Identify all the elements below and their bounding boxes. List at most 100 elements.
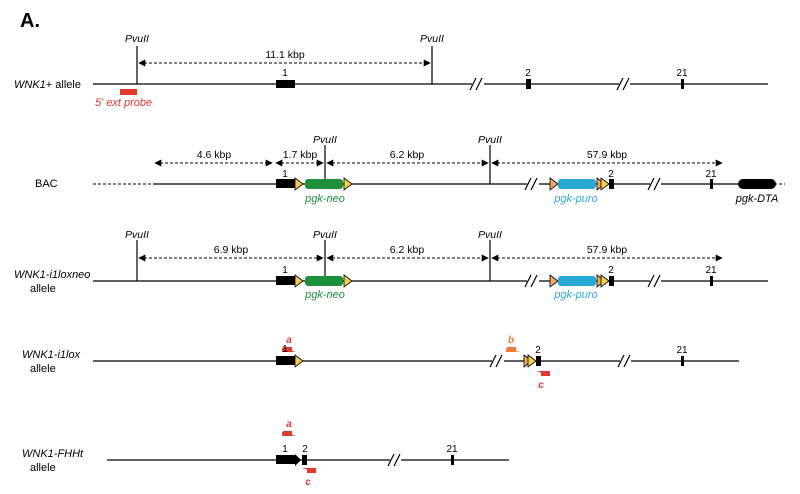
axis-break [647, 177, 661, 191]
exon-label: 2 [525, 68, 531, 79]
exon-label: 1 [282, 444, 288, 455]
row-bac-label: BAC [35, 178, 58, 190]
exon-label: 2 [608, 169, 614, 180]
primer-b: b [506, 335, 520, 352]
exon-label: 1 [282, 265, 288, 276]
exon-21 [710, 276, 713, 286]
puro-label: pgk-puro [553, 193, 597, 205]
distance-label: 11.1 kbp [265, 49, 305, 61]
exon-21 [681, 79, 684, 89]
dta-label: pgk-DTA [735, 193, 779, 205]
distance-label: 1.7 kbp [283, 149, 318, 161]
row-i1lox-label-line1: WNK1-i1lox [22, 349, 81, 361]
exon-label: 2 [608, 265, 614, 276]
primer-label: a [286, 419, 292, 430]
exon-label: 21 [676, 345, 688, 356]
axis-break [489, 354, 503, 368]
axis-break [616, 77, 630, 91]
pvuii-site-label: PvuII [125, 33, 149, 45]
row-i1lox: WNK1-i1lox allele a b 2 c 21 [22, 335, 739, 391]
exon-label: 2 [302, 444, 308, 455]
exon-21 [451, 455, 454, 465]
distance-label: 57.9 kbp [587, 244, 627, 256]
loxp-site-icon [343, 177, 353, 191]
loxp-site-icon [295, 454, 301, 466]
exon-1 [276, 80, 295, 88]
primer-a: a [282, 335, 296, 352]
distance-label: 4.6 kbp [197, 149, 232, 161]
axis-break [647, 274, 661, 288]
loxp-site-icon [527, 354, 537, 368]
exon-2 [609, 276, 614, 286]
exon-label: 21 [705, 169, 717, 180]
exon-2 [536, 356, 541, 366]
distance-label: 6.2 kbp [390, 149, 425, 161]
row-fhht: WNK1-FHHt allele 1 2 21 a c [22, 419, 509, 488]
pgk-neo-cassette [305, 276, 343, 286]
exon-21 [710, 179, 713, 189]
external-probe [120, 89, 137, 95]
exon-21 [681, 356, 684, 366]
distance-label: 6.2 kbp [390, 244, 425, 256]
pgk-puro-cassette [558, 179, 596, 189]
exon-1 [276, 276, 295, 285]
distance-label: 57.9 kbp [587, 149, 627, 161]
axis-break [469, 77, 483, 91]
exon-1 [276, 356, 295, 365]
axis-break [617, 354, 631, 368]
row-fhht-label-line2: allele [30, 462, 56, 474]
row-bac: BAC PvuII PvuII 4.6 kbp 1.7 kbp 6.2 kbp … [35, 134, 785, 205]
exon-1 [276, 179, 295, 188]
primer-a: a [282, 419, 296, 436]
pgk-dta-cassette [738, 179, 776, 189]
puro-label: pgk-puro [553, 289, 597, 301]
pvuii-site-label: PvuII [313, 229, 337, 241]
exon-label: 1 [282, 68, 288, 79]
primer-c: c [302, 468, 316, 488]
neo-label: pgk-neo [304, 289, 345, 301]
neo-label: pgk-neo [304, 193, 345, 205]
exon-label: 21 [446, 444, 458, 455]
row-i1loxneo: WNK1-i1loxneo allele PvuII PvuII PvuII 6… [14, 229, 768, 301]
exon-label: 21 [676, 68, 688, 79]
axis-break [524, 177, 538, 191]
exon-2 [526, 79, 531, 89]
pgk-puro-cassette [558, 276, 596, 286]
primer-label: a [286, 335, 292, 346]
probe-label: 5' ext probe [95, 97, 152, 109]
pvuii-site-label: PvuII [478, 229, 502, 241]
row-wt-allele: WNK1+ allele PvuII PvuII 11.1 kbp 1 2 21… [14, 33, 768, 109]
axis-break [387, 453, 401, 467]
frt-site-icon [549, 177, 559, 191]
axis-break [524, 274, 538, 288]
row-i1loxneo-label-line2: allele [30, 283, 56, 295]
exon-2 [609, 179, 614, 189]
loxp-site-icon [294, 274, 304, 288]
row-i1lox-label-line2: allele [30, 363, 56, 375]
exon-2 [302, 455, 307, 465]
distance-label: 6.9 kbp [214, 244, 249, 256]
exon-1 [276, 455, 295, 464]
loxp-site-icon [600, 177, 610, 191]
loxp-site-icon [294, 177, 304, 191]
pvuii-site-label: PvuII [420, 33, 444, 45]
primer-label: c [538, 380, 544, 391]
loxp-site-icon [294, 354, 304, 368]
exon-label: 1 [282, 169, 288, 180]
exon-label: 21 [705, 265, 717, 276]
pvuii-site-label: PvuII [125, 229, 149, 241]
row-fhht-label-line1: WNK1-FHHt [22, 448, 84, 460]
row-i1loxneo-label-line1: WNK1-i1loxneo [14, 269, 90, 281]
row-wt-label: WNK1+ allele [14, 79, 81, 91]
primer-label: b [508, 335, 514, 346]
loxp-site-icon [343, 274, 353, 288]
exon-label: 1 [282, 344, 288, 355]
pvuii-site-label: PvuII [478, 134, 502, 146]
exon-label: 2 [535, 345, 541, 356]
frt-site-icon [549, 274, 559, 288]
pvuii-site-label: PvuII [313, 134, 337, 146]
pgk-neo-cassette [305, 179, 343, 189]
primer-label: c [305, 477, 311, 488]
loxp-site-icon [600, 274, 610, 288]
